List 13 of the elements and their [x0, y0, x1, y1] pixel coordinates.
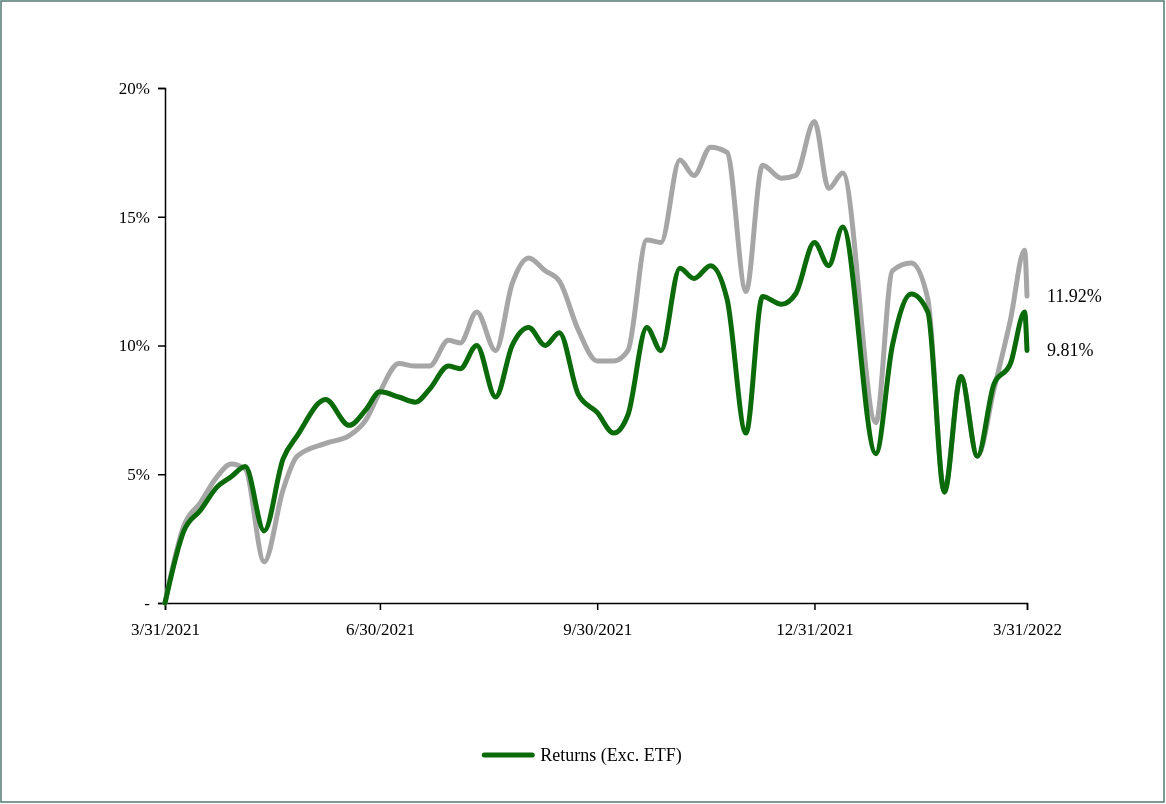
y-tick-label: 20%	[118, 78, 150, 98]
y-tick-label: 10%	[118, 336, 150, 356]
y-tick-label: -	[144, 593, 151, 613]
annotation: 11.92%	[1047, 286, 1102, 307]
x-tick-label: 12/31/2021	[776, 620, 854, 640]
annotation: 9.81%	[1047, 340, 1094, 361]
x-tick-label: 3/31/2022	[993, 620, 1062, 640]
y-tick-label: 5%	[127, 465, 150, 485]
y-tick-label: 15%	[118, 207, 150, 227]
legend-label: Returns (Exc. ETF)	[540, 745, 682, 766]
x-tick-label: 6/30/2021	[345, 620, 415, 640]
x-tick-label: 9/30/2021	[563, 620, 633, 640]
x-tick-label: 3/31/2021	[131, 620, 200, 640]
